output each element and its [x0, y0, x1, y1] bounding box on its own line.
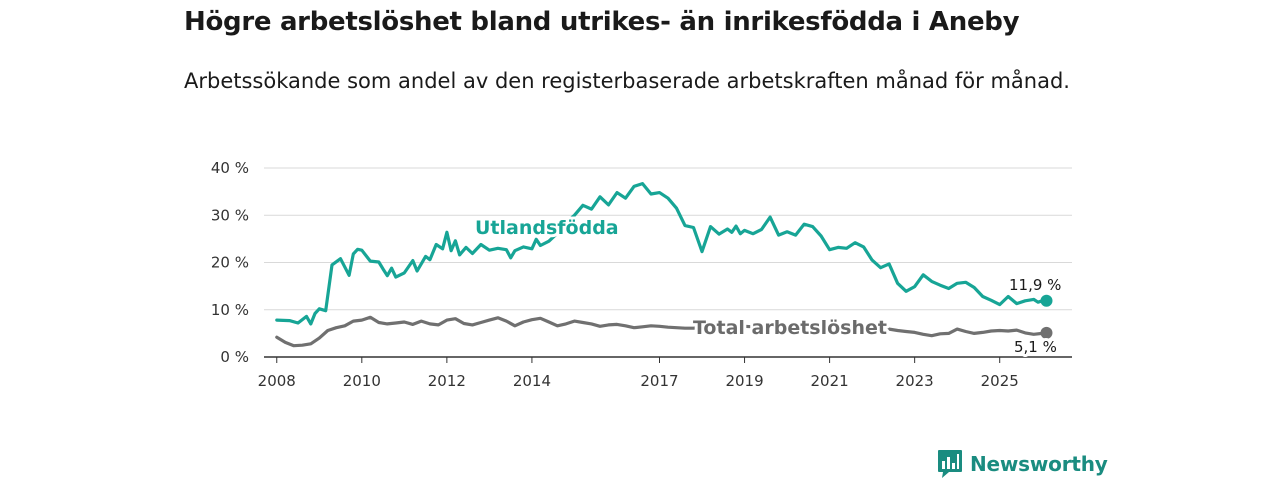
series-line-utlandsfodda [275, 182, 1049, 326]
x-tick-label: 2019 [725, 372, 763, 390]
series-end-point [1040, 326, 1053, 339]
y-tick-label: 0 % [220, 348, 249, 366]
y-tick-label: 40 % [211, 159, 249, 177]
gridlines [264, 167, 1072, 311]
x-tick-label: 2014 [513, 372, 551, 390]
x-tick-label: 2017 [640, 372, 678, 390]
series-lines [275, 182, 1053, 348]
x-axis: 2008 2010 2012 2014 2017 2019 2021 2023 2025 [258, 356, 1072, 390]
chart-subtitle: Arbetssökande som andel av den registerb… [184, 69, 1070, 93]
series-label-total: Total arbetslöshet [693, 317, 887, 339]
y-tick-label: 30 % [211, 206, 249, 224]
y-axis-ticks: 0 % 10 % 20 % 30 % 40 % [211, 159, 249, 366]
newsworthy-logo: Newsworthy [937, 449, 1108, 479]
end-value-label-total: 5,1 % [1014, 338, 1057, 356]
x-tick-label: 2025 [981, 372, 1019, 390]
series-line-total [275, 315, 1049, 348]
bar-chart-bubble-icon [938, 450, 962, 478]
x-tick-label: 2012 [428, 372, 466, 390]
chart-title: Högre arbetslöshet bland utrikes- än inr… [184, 7, 1020, 37]
series-label-utlandsfodda: Utlandsfödda [475, 217, 619, 239]
x-tick-label: 2008 [258, 372, 296, 390]
end-value-label-utlandsfodda: 11,9 % [1009, 276, 1061, 294]
series-labels: Utlandsfödda Total arbetslöshet 11,9 % 5,1 … [472, 214, 1064, 359]
x-tick-label: 2023 [896, 372, 934, 390]
brand-name: Newsworthy [970, 452, 1108, 476]
y-tick-label: 10 % [211, 301, 249, 319]
y-tick-label: 20 % [211, 254, 249, 272]
series-end-point [1040, 294, 1053, 307]
x-tick-label: 2021 [811, 372, 849, 390]
x-tick-label: 2010 [343, 372, 381, 390]
